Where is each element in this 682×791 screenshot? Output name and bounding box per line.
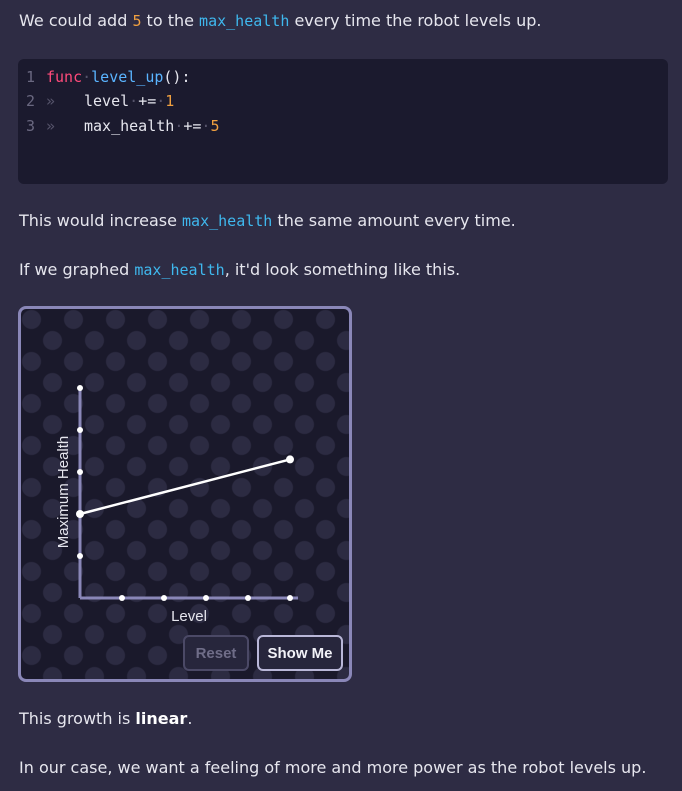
paragraph-same-amount: This would increase max_health the same … <box>19 211 516 230</box>
graph-widget: Level Maximum Health Reset Show Me <box>18 306 352 682</box>
paragraph-graph-intro: If we graphed max_health, it'd look some… <box>19 260 461 279</box>
emphasis-linear: linear <box>135 709 188 728</box>
y-tick-1 <box>77 553 83 559</box>
data-point-0-1 <box>286 455 294 464</box>
x-axis-label: Level <box>171 608 207 625</box>
inline-code: max_health <box>182 212 273 230</box>
inline-number: 5 <box>132 12 142 30</box>
code-line-2: 2» level·+=·1 <box>26 92 175 110</box>
x-tick-2 <box>161 595 167 601</box>
x-tick-4 <box>245 595 251 601</box>
code-line-1: 1 func·level_up(): <box>26 68 191 86</box>
paragraph-linear: This growth is linear. <box>19 709 193 728</box>
x-tick-3 <box>203 595 209 601</box>
x-tick-5 <box>287 595 293 601</box>
data-point-0-0 <box>76 510 84 518</box>
inline-code: max_health <box>134 261 225 279</box>
inline-code: max_health <box>199 12 290 30</box>
y-tick-4 <box>77 427 83 433</box>
show-me-button[interactable]: Show Me <box>257 635 343 671</box>
series-line-0 <box>79 458 291 516</box>
y-tick-3 <box>77 469 83 475</box>
reset-button[interactable]: Reset <box>183 635 249 671</box>
code-block: 1 func·level_up(): 2» level·+=·1 3» max_hea… <box>18 59 668 184</box>
x-tick-1 <box>119 595 125 601</box>
paragraph-more-power: In our case, we want a feeling of more a… <box>19 758 647 777</box>
intro-paragraph: We could add 5 to the max_health every t… <box>19 11 542 30</box>
linear-growth-chart: Level Maximum Health <box>55 385 298 625</box>
tab-marker: » <box>46 92 56 110</box>
code-line-3: 3» max_health·+=·5 <box>26 117 220 135</box>
y-tick-5 <box>77 385 83 391</box>
tab-marker: » <box>46 117 56 135</box>
y-axis-label: Maximum Health <box>55 436 72 549</box>
